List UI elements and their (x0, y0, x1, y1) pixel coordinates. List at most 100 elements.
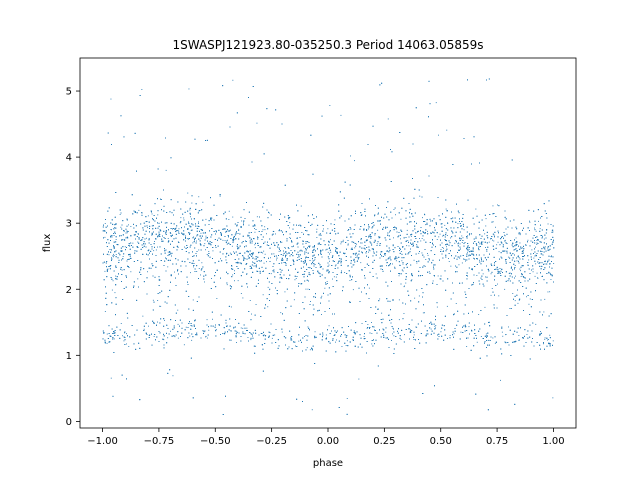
data-point (357, 254, 358, 256)
data-point (381, 312, 383, 314)
data-point (403, 286, 405, 288)
data-point (536, 272, 538, 274)
data-point (186, 238, 188, 240)
data-point (330, 251, 332, 253)
data-point (400, 339, 402, 340)
data-point (377, 229, 379, 231)
data-point (353, 264, 355, 266)
data-point (488, 339, 489, 341)
data-point (158, 280, 160, 281)
data-point (512, 293, 514, 294)
data-point (457, 223, 459, 225)
data-point (235, 330, 237, 332)
data-point (305, 241, 307, 242)
data-point (526, 334, 528, 335)
data-point (533, 257, 535, 259)
data-point (228, 219, 230, 220)
data-point (264, 229, 266, 231)
data-point (478, 314, 480, 315)
data-point (230, 306, 232, 308)
data-point (236, 245, 238, 247)
data-point (251, 313, 252, 315)
data-point (167, 337, 169, 339)
chart-title: 1SWASPJ121923.80-035250.3 Period 14063.0… (172, 38, 483, 52)
data-point (450, 237, 451, 239)
data-point (475, 208, 477, 210)
data-point (142, 315, 144, 317)
data-point (449, 335, 451, 336)
data-point (205, 218, 207, 220)
data-point (234, 270, 235, 272)
data-point (284, 291, 286, 293)
data-point (263, 262, 265, 264)
data-point (110, 377, 112, 379)
data-point (392, 245, 394, 247)
data-point (492, 245, 494, 247)
data-point (152, 299, 154, 301)
data-point (270, 257, 271, 259)
data-point (342, 239, 344, 241)
data-point (371, 343, 373, 345)
data-point (535, 323, 537, 325)
data-point (262, 294, 264, 296)
data-point (107, 268, 109, 270)
data-point (192, 299, 194, 301)
data-point (552, 340, 554, 342)
data-point (280, 312, 282, 314)
data-point (314, 331, 316, 333)
data-point (421, 238, 423, 239)
data-point (124, 246, 126, 248)
data-point (128, 224, 129, 226)
data-point (295, 345, 296, 347)
data-point (262, 229, 264, 231)
data-point (341, 258, 342, 260)
data-point (216, 298, 218, 299)
data-point (285, 247, 286, 249)
data-point (434, 325, 436, 327)
data-point (400, 218, 402, 220)
data-point (329, 260, 330, 262)
data-point (454, 242, 456, 244)
data-point (204, 243, 206, 245)
data-point (518, 257, 520, 259)
data-point (206, 337, 208, 339)
data-point (293, 299, 295, 301)
data-point (307, 267, 309, 268)
data-point (264, 241, 266, 243)
data-point (170, 233, 172, 234)
data-point (177, 337, 179, 339)
data-point (543, 343, 544, 345)
data-point (410, 235, 412, 237)
data-point (263, 334, 265, 336)
data-point (128, 245, 129, 246)
data-point (275, 233, 276, 235)
data-point (307, 234, 309, 236)
data-point (327, 251, 329, 253)
data-point (112, 280, 114, 282)
data-point (121, 269, 123, 271)
data-point (395, 214, 396, 216)
data-point (240, 293, 242, 294)
data-point (255, 345, 256, 347)
data-point (335, 341, 336, 343)
data-point (387, 118, 389, 120)
data-point (178, 228, 180, 230)
data-point (519, 242, 521, 244)
data-point (462, 237, 464, 239)
data-point (137, 233, 139, 234)
data-point (360, 262, 362, 264)
data-point (310, 301, 311, 302)
data-point (143, 328, 145, 330)
data-point (177, 309, 179, 311)
data-point (544, 338, 546, 340)
data-point (435, 102, 437, 104)
data-point (401, 260, 403, 262)
data-point (278, 244, 279, 245)
data-point (437, 275, 439, 277)
data-point (378, 236, 379, 238)
data-point (326, 281, 328, 282)
data-point (329, 105, 331, 106)
data-point (201, 262, 203, 264)
data-point (313, 248, 315, 250)
data-point (432, 280, 434, 282)
